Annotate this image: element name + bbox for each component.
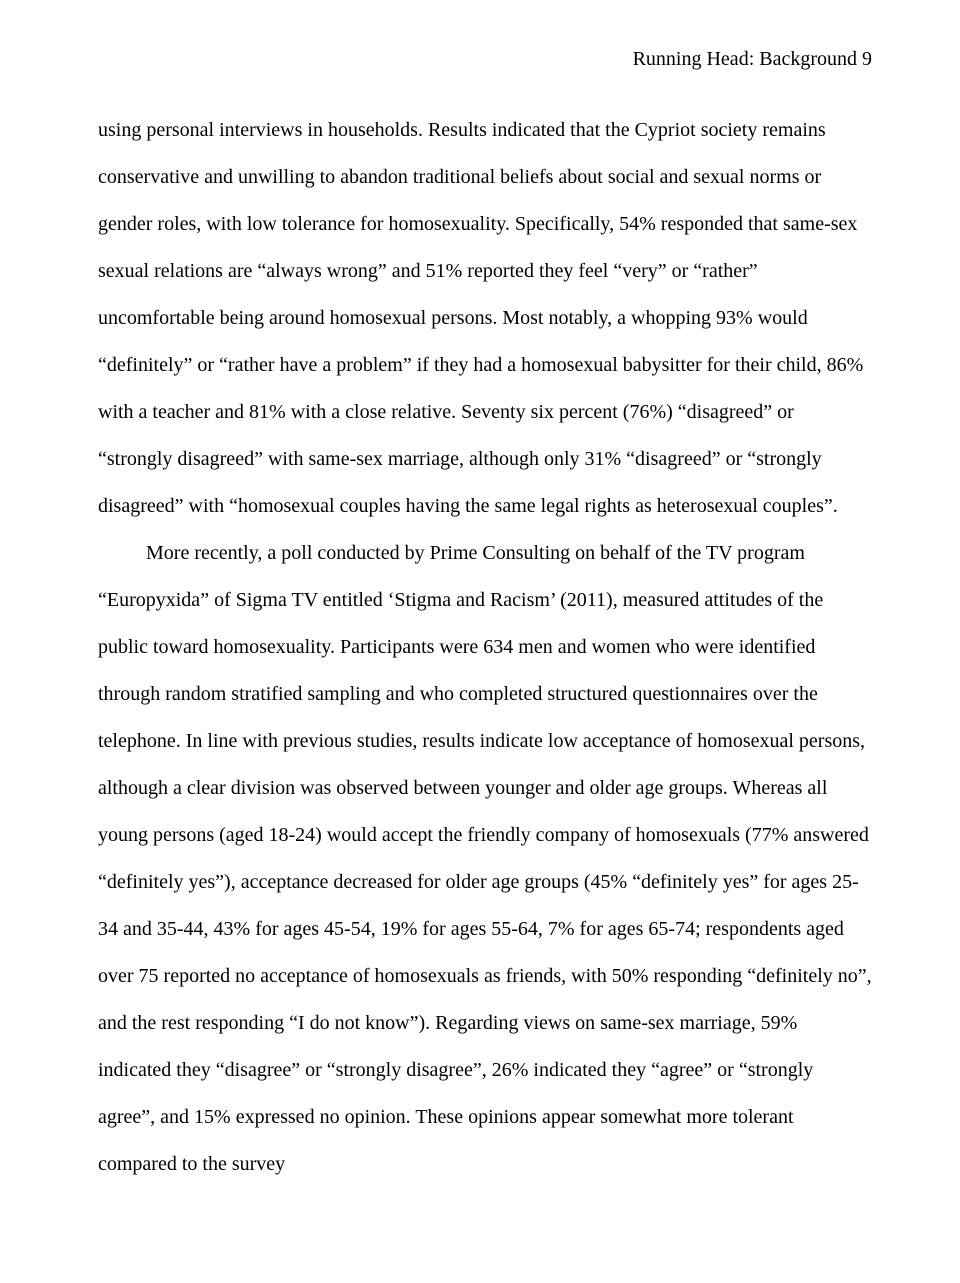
paragraph-1: using personal interviews in households.… [98,107,872,530]
body-text: using personal interviews in households.… [98,107,872,1188]
running-head: Running Head: Background 9 [98,48,872,71]
paragraph-2-text: More recently, a poll conducted by Prime… [98,542,872,1175]
document-page: Running Head: Background 9 using persona… [0,0,960,1208]
paragraph-2: More recently, a poll conducted by Prime… [98,530,872,1188]
